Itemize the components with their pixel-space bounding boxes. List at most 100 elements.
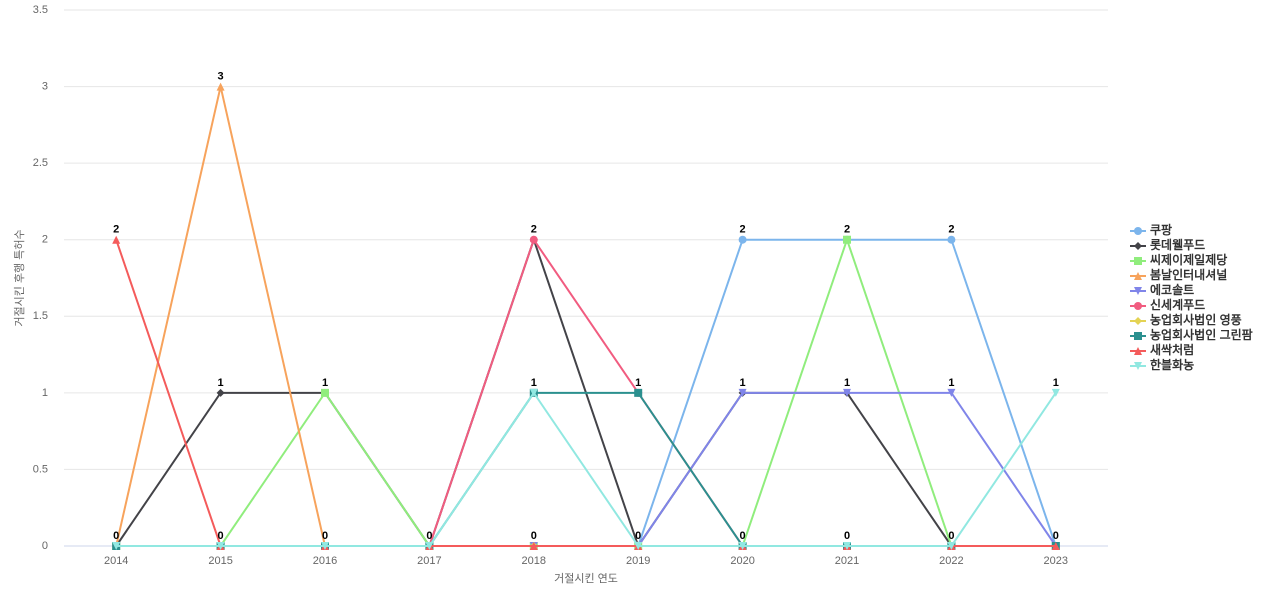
legend-item: 새싹처럼 bbox=[1130, 342, 1194, 357]
legend-item: 롯데웰푸드 bbox=[1130, 237, 1205, 252]
y-tick-label: 2.5 bbox=[33, 157, 48, 169]
marker bbox=[738, 235, 747, 244]
data-label: 0 bbox=[426, 530, 432, 542]
marker bbox=[216, 82, 225, 91]
data-label: 0 bbox=[1053, 530, 1059, 542]
marker bbox=[1134, 227, 1142, 235]
marker bbox=[216, 388, 225, 397]
x-tick-label: 2021 bbox=[835, 555, 859, 567]
marker bbox=[1134, 302, 1142, 310]
x-tick-label: 2023 bbox=[1044, 555, 1068, 567]
marker bbox=[1134, 287, 1142, 295]
data-label: 1 bbox=[844, 377, 850, 389]
data-label: 2 bbox=[844, 224, 850, 236]
legend-label: 롯데웰푸드 bbox=[1150, 237, 1205, 252]
marker bbox=[112, 235, 121, 244]
marker bbox=[1051, 388, 1060, 397]
legend-label: 농업회사법인 영풍 bbox=[1150, 312, 1242, 327]
marker bbox=[634, 542, 643, 550]
data-label: 1 bbox=[531, 377, 537, 389]
legend-item: 봄날인터내셔널 bbox=[1130, 267, 1227, 282]
marker bbox=[529, 388, 538, 397]
marker bbox=[947, 542, 956, 550]
y-tick-label: 1 bbox=[42, 387, 48, 399]
legend-item: 한블화농 bbox=[1130, 357, 1194, 372]
marker bbox=[529, 542, 538, 550]
data-label: 0 bbox=[948, 530, 954, 542]
y-tick-label: 3 bbox=[42, 80, 48, 92]
marker bbox=[843, 388, 851, 397]
marker bbox=[425, 542, 434, 550]
marker bbox=[1134, 272, 1142, 280]
data-label: 1 bbox=[218, 377, 224, 389]
legend-label: 농업회사법인 그린팜 bbox=[1150, 327, 1253, 342]
data-label: 2 bbox=[740, 224, 746, 236]
x-tick-label: 2017 bbox=[417, 555, 441, 567]
legend-label: 에코솔트 bbox=[1150, 282, 1194, 297]
data-label: 0 bbox=[844, 530, 850, 542]
y-tick-label: 0 bbox=[42, 540, 48, 552]
marker bbox=[843, 235, 851, 244]
y-axis-title: 거절시킨 후행 특허수 bbox=[13, 229, 26, 326]
data-label: 2 bbox=[531, 224, 537, 236]
data-label: 2 bbox=[948, 224, 954, 236]
legend-label: 씨제이제일제당 bbox=[1150, 252, 1227, 267]
legend-item: 농업회사법인 영풍 bbox=[1130, 312, 1242, 327]
data-label: 1 bbox=[740, 377, 746, 389]
x-tick-label: 2022 bbox=[939, 555, 963, 567]
data-label: 0 bbox=[635, 530, 641, 542]
marker bbox=[1051, 542, 1060, 550]
data-label: 1 bbox=[322, 377, 328, 389]
y-tick-label: 2 bbox=[42, 234, 48, 246]
data-label: 0 bbox=[531, 530, 537, 542]
y-tick-label: 0.5 bbox=[33, 463, 48, 475]
marker bbox=[1134, 362, 1142, 370]
data-label: 1 bbox=[1053, 377, 1059, 389]
x-tick-label: 2014 bbox=[104, 555, 128, 567]
marker bbox=[1134, 242, 1142, 250]
marker bbox=[321, 388, 329, 397]
legend-label: 쿠팡 bbox=[1150, 222, 1172, 237]
marker bbox=[1134, 257, 1142, 265]
data-label: 2 bbox=[113, 224, 119, 236]
legend-item: 쿠팡 bbox=[1130, 222, 1172, 237]
legend-item: 농업회사법인 그린팜 bbox=[1130, 327, 1253, 342]
marker bbox=[634, 388, 643, 397]
data-label: 0 bbox=[113, 530, 119, 542]
data-label: 0 bbox=[322, 530, 328, 542]
marker bbox=[529, 235, 538, 244]
legend-item: 신세계푸드 bbox=[1130, 297, 1205, 312]
x-tick-label: 2018 bbox=[522, 555, 546, 567]
marker bbox=[947, 388, 956, 397]
x-tick-label: 2019 bbox=[626, 555, 650, 567]
y-tick-label: 1.5 bbox=[33, 310, 48, 322]
legend-item: 씨제이제일제당 bbox=[1130, 252, 1227, 267]
series-line bbox=[116, 391, 1057, 547]
legend-label: 봄날인터내셔널 bbox=[1150, 267, 1227, 282]
data-label: 1 bbox=[635, 377, 641, 389]
data-label: 1 bbox=[948, 377, 954, 389]
x-axis-title: 거절시킨 연도 bbox=[554, 572, 618, 585]
marker bbox=[1134, 332, 1142, 340]
data-label: 0 bbox=[218, 530, 224, 542]
legend-item: 에코솔트 bbox=[1130, 282, 1194, 297]
marker bbox=[1134, 347, 1142, 355]
x-tick-label: 2016 bbox=[313, 555, 337, 567]
marker bbox=[738, 388, 747, 397]
legend-label: 신세계푸드 bbox=[1150, 297, 1205, 312]
marker bbox=[112, 542, 121, 550]
y-tick-label: 3.5 bbox=[33, 4, 48, 16]
marker bbox=[1134, 317, 1142, 325]
marker bbox=[843, 542, 851, 550]
marker bbox=[947, 235, 956, 244]
legend-label: 한블화농 bbox=[1150, 357, 1194, 372]
data-label: 3 bbox=[218, 70, 224, 82]
marker bbox=[216, 542, 225, 550]
legend-label: 새싹처럼 bbox=[1150, 342, 1194, 357]
x-tick-label: 2020 bbox=[730, 555, 754, 567]
marker bbox=[321, 542, 329, 550]
marker bbox=[738, 542, 747, 550]
x-tick-label: 2015 bbox=[208, 555, 232, 567]
